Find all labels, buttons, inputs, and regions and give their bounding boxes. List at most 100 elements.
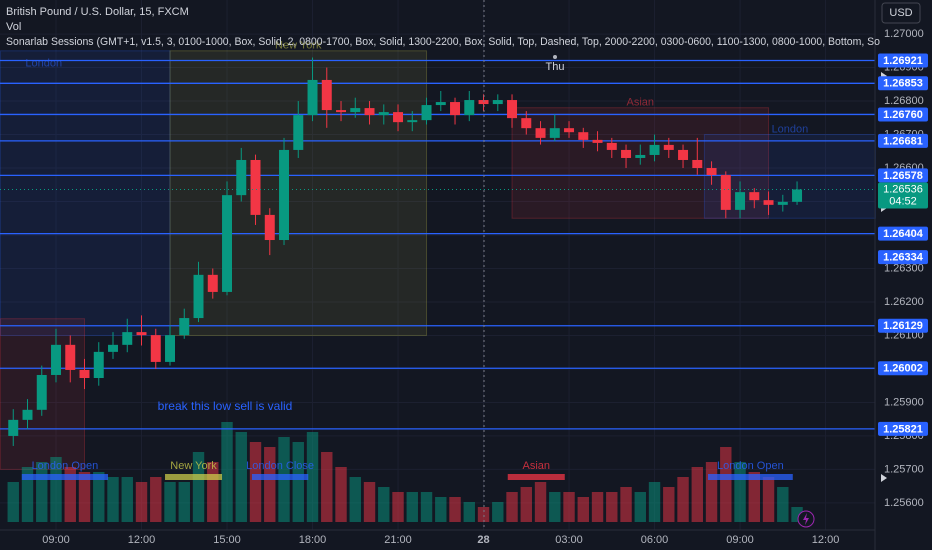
volume-bar — [620, 487, 632, 522]
candle-body — [749, 192, 760, 201]
candle-body — [336, 110, 347, 113]
volume-bar — [577, 497, 589, 522]
candle-body — [307, 79, 318, 116]
level-tag-label: 1.26853 — [883, 78, 923, 90]
x-tick-label: 09:00 — [726, 534, 754, 546]
volume-bar — [335, 467, 347, 522]
volume-bar — [235, 432, 247, 522]
y-tick-label: 1.27000 — [884, 28, 924, 40]
annotation: break this low sell is valid — [158, 399, 293, 413]
session-bar-label: Asian — [522, 460, 550, 472]
volume-bar — [107, 477, 119, 522]
level-tag-label: 1.26681 — [883, 135, 923, 147]
volume-bar — [321, 452, 333, 522]
candle-body — [777, 201, 788, 205]
x-tick-label: 18:00 — [299, 534, 327, 546]
volume-bar — [392, 492, 404, 522]
candle-body — [792, 189, 803, 202]
candle-body — [108, 344, 118, 352]
candle-body — [720, 175, 731, 210]
level-tag — [878, 226, 928, 241]
volume-bar — [192, 452, 205, 522]
volume-bar — [705, 462, 718, 522]
y-tick-label: 1.26200 — [884, 296, 924, 308]
candle-body — [222, 195, 233, 292]
candle-body — [421, 105, 432, 121]
candle-body — [193, 274, 204, 319]
candle-body — [535, 128, 546, 138]
volume-bar — [534, 482, 547, 522]
level-tag — [878, 133, 928, 148]
session-box — [169, 50, 428, 336]
volume-bar — [606, 492, 618, 522]
volume-bar — [378, 487, 390, 522]
session-bar — [707, 474, 793, 480]
candle-body — [22, 409, 33, 420]
candle-body — [663, 144, 674, 150]
session-box — [703, 134, 876, 219]
volume-bar — [78, 472, 91, 522]
volume-bar — [135, 482, 148, 522]
volume-bar — [477, 507, 490, 522]
level-tag-label: 1.26921 — [883, 55, 923, 67]
last-price-tag — [878, 182, 928, 209]
volume-bar — [150, 477, 162, 522]
level-tag — [878, 168, 928, 183]
level-tag-label: 1.26578 — [883, 170, 923, 182]
x-tick-label: 06:00 — [641, 534, 669, 546]
level-tag-label: 1.26760 — [883, 109, 923, 121]
candle-body — [564, 128, 575, 133]
candle-body — [8, 419, 19, 436]
last-price-label: 1.26536 — [883, 183, 923, 195]
level-tag — [878, 250, 928, 265]
candle-body — [65, 344, 76, 370]
volume-bar — [178, 482, 190, 522]
y-tick-label: 1.25600 — [884, 497, 924, 509]
volume-bar — [363, 482, 376, 522]
x-tick-label: 15:00 — [213, 534, 241, 546]
session-label: London — [772, 123, 809, 135]
candle-body — [279, 149, 290, 241]
volume-bar — [520, 487, 532, 522]
level-tag — [878, 76, 928, 91]
level-tag-label: 1.26404 — [883, 228, 924, 240]
candle-body — [464, 100, 475, 116]
session-bar — [251, 474, 309, 480]
volume-bar — [591, 492, 604, 522]
candle-body — [763, 200, 774, 205]
day-marker: Thu — [546, 61, 565, 73]
x-tick-label: 09:00 — [42, 534, 70, 546]
scroll-arrow[interactable] — [881, 474, 887, 482]
candle-body — [549, 128, 560, 138]
candle-body — [407, 120, 418, 123]
volume-bar — [164, 482, 176, 522]
session-bar — [21, 474, 109, 480]
y-tick-label: 1.25900 — [884, 396, 924, 408]
candle-body — [393, 112, 404, 123]
level-tag-label: 1.25821 — [883, 423, 923, 435]
candle-body — [79, 369, 90, 378]
candle-body — [478, 100, 489, 105]
candle-body — [706, 168, 717, 176]
candle-body — [435, 102, 446, 106]
x-tick-label: 12:00 — [128, 534, 156, 546]
candle-body — [93, 351, 104, 378]
level-tag — [878, 361, 928, 376]
level-tag — [878, 107, 928, 122]
volume-bar — [762, 477, 775, 522]
volume-bar — [563, 492, 575, 522]
chart-title: British Pound / U.S. Dollar, 15, FXCM — [6, 6, 189, 18]
candle-body — [350, 108, 361, 113]
session-bar — [165, 474, 223, 480]
currency-label[interactable]: USD — [889, 7, 912, 19]
x-tick-label: 12:00 — [812, 534, 840, 546]
candle-body — [236, 159, 247, 196]
candle-body — [51, 344, 61, 375]
candle-body — [293, 115, 304, 150]
volume-bar — [777, 487, 789, 522]
volume-bar — [406, 492, 418, 522]
day-marker-dot — [553, 55, 557, 59]
volume-bar — [64, 467, 76, 522]
currency-button[interactable] — [881, 2, 921, 24]
